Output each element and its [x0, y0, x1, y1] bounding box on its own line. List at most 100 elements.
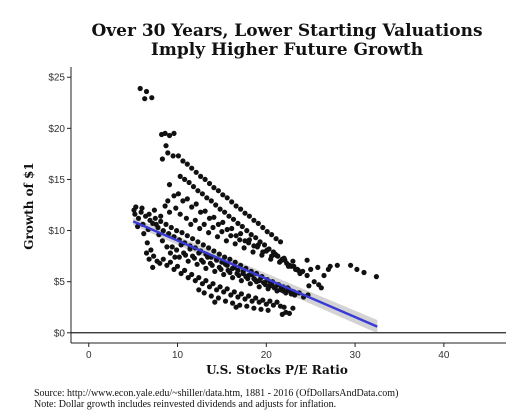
data-point [223, 238, 229, 244]
data-point [238, 231, 244, 237]
data-point [261, 242, 268, 248]
y-tick-label: $25 [48, 73, 65, 84]
data-point [260, 297, 266, 303]
data-point [166, 182, 173, 188]
data-point [248, 232, 254, 238]
data-point [245, 276, 251, 282]
data-point [202, 176, 208, 182]
data-point [184, 233, 190, 239]
data-point [143, 88, 150, 95]
data-point [280, 288, 286, 294]
data-point [235, 294, 241, 300]
data-point [190, 236, 196, 242]
data-point [166, 132, 173, 139]
data-point [232, 241, 238, 247]
data-point [215, 221, 221, 227]
data-point [175, 191, 181, 197]
note-footnote: Note: Dollar growth includes reinvested … [34, 399, 337, 410]
data-point [213, 202, 219, 208]
data-point [196, 250, 202, 256]
data-point [277, 239, 284, 245]
data-point [144, 240, 150, 246]
data-point [230, 216, 237, 222]
data-point [361, 269, 367, 276]
data-point [206, 215, 213, 221]
data-point [230, 300, 236, 306]
data-point [258, 306, 264, 312]
data-point [192, 278, 198, 284]
data-point [251, 305, 257, 311]
data-point [227, 269, 233, 276]
data-point [253, 279, 260, 285]
data-point [205, 254, 211, 260]
data-point [271, 285, 277, 291]
data-point [244, 303, 250, 309]
data-point [233, 304, 239, 310]
data-point [137, 85, 143, 92]
trend-line [132, 220, 378, 328]
data-point [281, 304, 287, 310]
data-point [148, 247, 154, 253]
data-point [206, 180, 213, 187]
data-point [226, 213, 232, 219]
data-point [142, 96, 148, 102]
data-point [180, 198, 186, 204]
data-point [174, 228, 180, 234]
data-point [269, 232, 275, 238]
data-point [190, 184, 197, 190]
data-point [256, 284, 262, 290]
data-point [160, 228, 166, 234]
data-point [219, 229, 225, 235]
data-point [201, 221, 207, 227]
data-point [152, 215, 158, 221]
data-point [212, 299, 218, 305]
y-tick-label: $15 [48, 175, 65, 186]
data-point [172, 254, 178, 260]
data-point [233, 233, 239, 239]
data-point [321, 272, 327, 279]
data-point [171, 193, 177, 199]
data-point [274, 299, 280, 305]
data-point [272, 251, 278, 257]
data-point [180, 158, 186, 164]
data-point [260, 224, 266, 231]
data-point [264, 229, 270, 235]
data-point [373, 274, 379, 280]
chart-title-line-2: Imply Higher Future Growth [151, 40, 423, 60]
data-point [174, 263, 181, 269]
data-point [166, 209, 173, 215]
data-point [176, 254, 182, 260]
data-point [218, 266, 224, 272]
data-points-layer [131, 85, 379, 317]
data-point [167, 259, 173, 265]
data-point [222, 298, 229, 304]
data-point [203, 265, 209, 271]
data-point [189, 165, 195, 171]
data-point [215, 295, 221, 301]
data-point [202, 208, 208, 214]
data-point [149, 95, 155, 101]
data-point [163, 221, 169, 227]
data-point [348, 262, 354, 268]
data-point [249, 298, 255, 304]
data-point [354, 266, 360, 272]
data-point [153, 221, 159, 227]
data-point [211, 248, 217, 254]
data-point [224, 286, 230, 292]
data-point [222, 209, 228, 215]
data-point [255, 220, 261, 226]
data-point [170, 153, 176, 159]
data-point [294, 266, 300, 272]
source-footnote: Source: http://www.econ.yale.edu/~shille… [34, 388, 399, 399]
data-point [238, 206, 244, 212]
data-point [173, 205, 179, 211]
data-point [208, 198, 214, 204]
data-point [178, 270, 184, 277]
data-point [230, 275, 236, 281]
data-point [206, 284, 213, 290]
data-point [189, 204, 195, 210]
data-point [220, 192, 226, 198]
data-point [158, 218, 164, 224]
data-point [231, 289, 237, 295]
data-point [194, 261, 200, 267]
